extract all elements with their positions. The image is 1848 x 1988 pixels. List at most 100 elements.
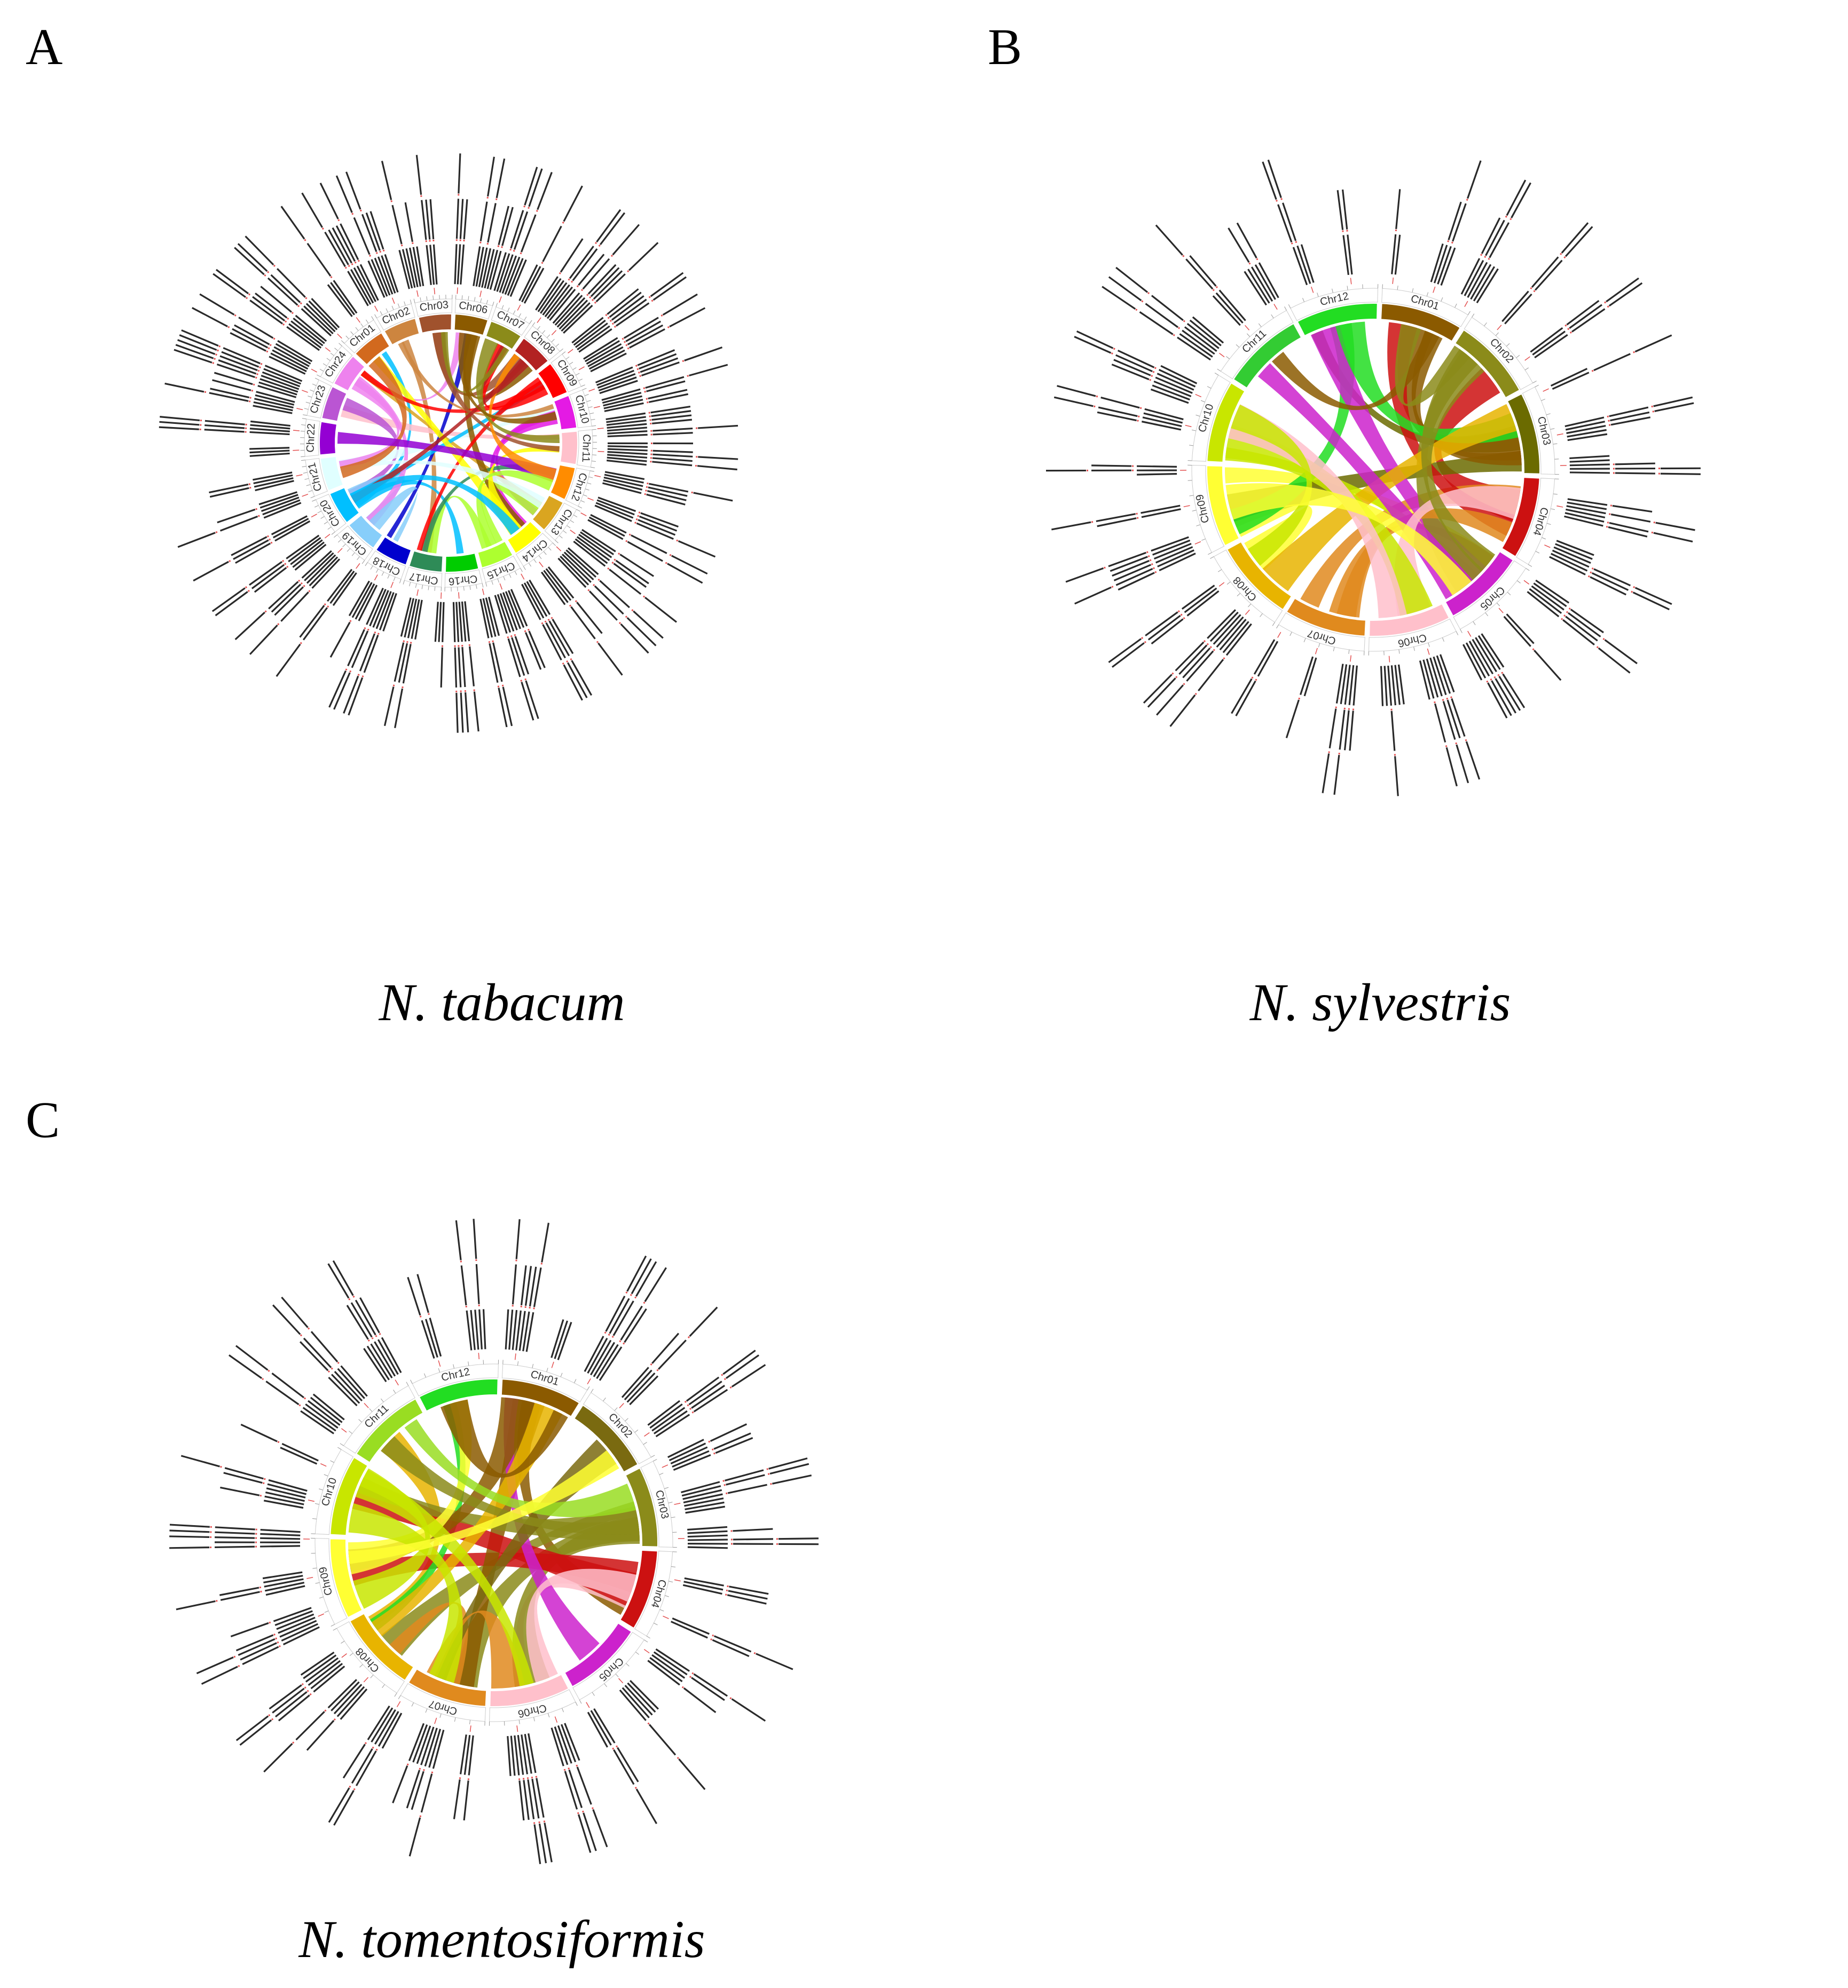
- gene-id-label: [607, 448, 648, 452]
- gene-id-label: [212, 379, 251, 391]
- gene-id-label: [277, 340, 313, 362]
- gene-id-label: [624, 1308, 647, 1343]
- gene-id-label: [625, 320, 662, 342]
- gene-id-label: [560, 555, 589, 586]
- synteny-ribbon: [347, 472, 405, 523]
- gene-id-label: [587, 1711, 609, 1748]
- gene-id-label: [1155, 546, 1193, 564]
- gene-id-label: [502, 687, 513, 727]
- synteny-ribbon: [440, 1399, 568, 1478]
- gene-id-label: [1467, 262, 1488, 298]
- gene-id-label: [331, 1374, 360, 1404]
- gene-id-label: [1296, 245, 1311, 284]
- gene-id-label: [293, 317, 325, 344]
- gene-id-label: [484, 249, 495, 289]
- gene-id-label: [518, 264, 538, 301]
- gene-id-label: [693, 492, 733, 502]
- gene-id-label: [615, 559, 649, 585]
- gene-id-label: [407, 598, 418, 638]
- gene-id-label: [613, 563, 647, 588]
- gene-id-label: [369, 211, 384, 250]
- gene-id-label: [392, 1765, 408, 1804]
- gene-id-label: [1529, 588, 1562, 614]
- gene-id-label: [650, 272, 684, 297]
- gene-id-label: [217, 508, 256, 524]
- gene-id-label: [1253, 639, 1276, 675]
- gene-id-label: [613, 298, 647, 324]
- gene-id-label: [180, 1455, 220, 1468]
- gene-id-label: [715, 1437, 753, 1454]
- gene-id-label: [336, 1686, 365, 1717]
- gene-id-label: [220, 1486, 260, 1496]
- chromosome-segment: [321, 385, 348, 422]
- gene-id-label: [537, 172, 553, 210]
- gene-id-label: [1566, 299, 1600, 326]
- gene-id-label: [542, 624, 562, 661]
- gene-id-label: [570, 606, 596, 640]
- chromosome-segment: [513, 337, 549, 372]
- gene-id-label: [211, 587, 246, 612]
- synteny-ribbon: [404, 1419, 636, 1518]
- gene-id-label: [485, 597, 497, 637]
- gene-id-label: [351, 582, 373, 618]
- gene-id-label: [1531, 256, 1559, 288]
- gene-id-label: [525, 632, 542, 670]
- gene-id-label: [673, 1454, 711, 1471]
- gene-id-label: [544, 284, 570, 318]
- chromosome-label: Chr22: [304, 423, 317, 453]
- gene-id-label: [463, 1734, 471, 1775]
- gene-id-label: [416, 1274, 429, 1313]
- gene-id-label: [487, 203, 497, 243]
- gene-id-label: [563, 304, 593, 334]
- gene-id-label: [498, 206, 509, 246]
- gene-id-label: [278, 1694, 310, 1722]
- gene-id-label: [1395, 189, 1401, 230]
- gene-id-label: [302, 1407, 336, 1432]
- gene-id-label: [375, 591, 392, 629]
- gene-id-label: [238, 317, 274, 339]
- gene-id-label: [1561, 222, 1589, 254]
- gene-id-label: [249, 449, 290, 454]
- gene-id-label: [1608, 526, 1648, 538]
- gene-id-label: [237, 243, 268, 272]
- gene-id-label: [263, 1743, 293, 1773]
- gene-id-label: [525, 680, 539, 719]
- gene-id-label: [576, 602, 603, 634]
- synteny-ribbon: [354, 376, 408, 526]
- gene-id-label: [458, 153, 461, 194]
- chromosome-segment: [531, 494, 564, 531]
- chromosome-segment: [500, 1378, 580, 1418]
- gene-id-label: [733, 1528, 773, 1532]
- gene-id-label: [1465, 642, 1487, 679]
- synteny-ribbon: [490, 409, 557, 531]
- synteny-ribbon: [1421, 349, 1496, 572]
- gene-id-label: [518, 1311, 526, 1351]
- chromosome-segment: [1369, 603, 1450, 637]
- gene-id-label: [355, 1299, 376, 1336]
- gene-id-label: [652, 427, 693, 432]
- gene-id-label: [1439, 654, 1455, 692]
- gene-id-label: [1610, 416, 1651, 426]
- gene-id-label: [234, 611, 265, 641]
- gene-id-label: [164, 382, 205, 393]
- gene-id-label: [181, 329, 219, 347]
- gene-id-label: [1051, 521, 1091, 531]
- gene-id-label: [1609, 406, 1649, 417]
- gene-id-label: [1155, 376, 1193, 394]
- gene-id-label: [1468, 641, 1490, 677]
- chromosome-segment: [553, 395, 578, 431]
- gene-id-label: [509, 259, 527, 297]
- gene-id-label: [254, 398, 294, 409]
- gene-id-label: [567, 662, 588, 698]
- gene-id-label: [282, 1626, 320, 1646]
- gene-id-label: [371, 1707, 394, 1742]
- gene-id-label: [655, 1648, 690, 1672]
- gene-id-label: [1615, 472, 1655, 475]
- gene-id-label: [261, 496, 300, 512]
- gene-id-label: [520, 214, 537, 253]
- gene-id-label: [689, 1306, 718, 1337]
- gene-id-label: [361, 214, 378, 253]
- gene-id-label: [255, 293, 288, 319]
- gene-id-label: [583, 337, 618, 360]
- gene-id-label: [641, 361, 680, 377]
